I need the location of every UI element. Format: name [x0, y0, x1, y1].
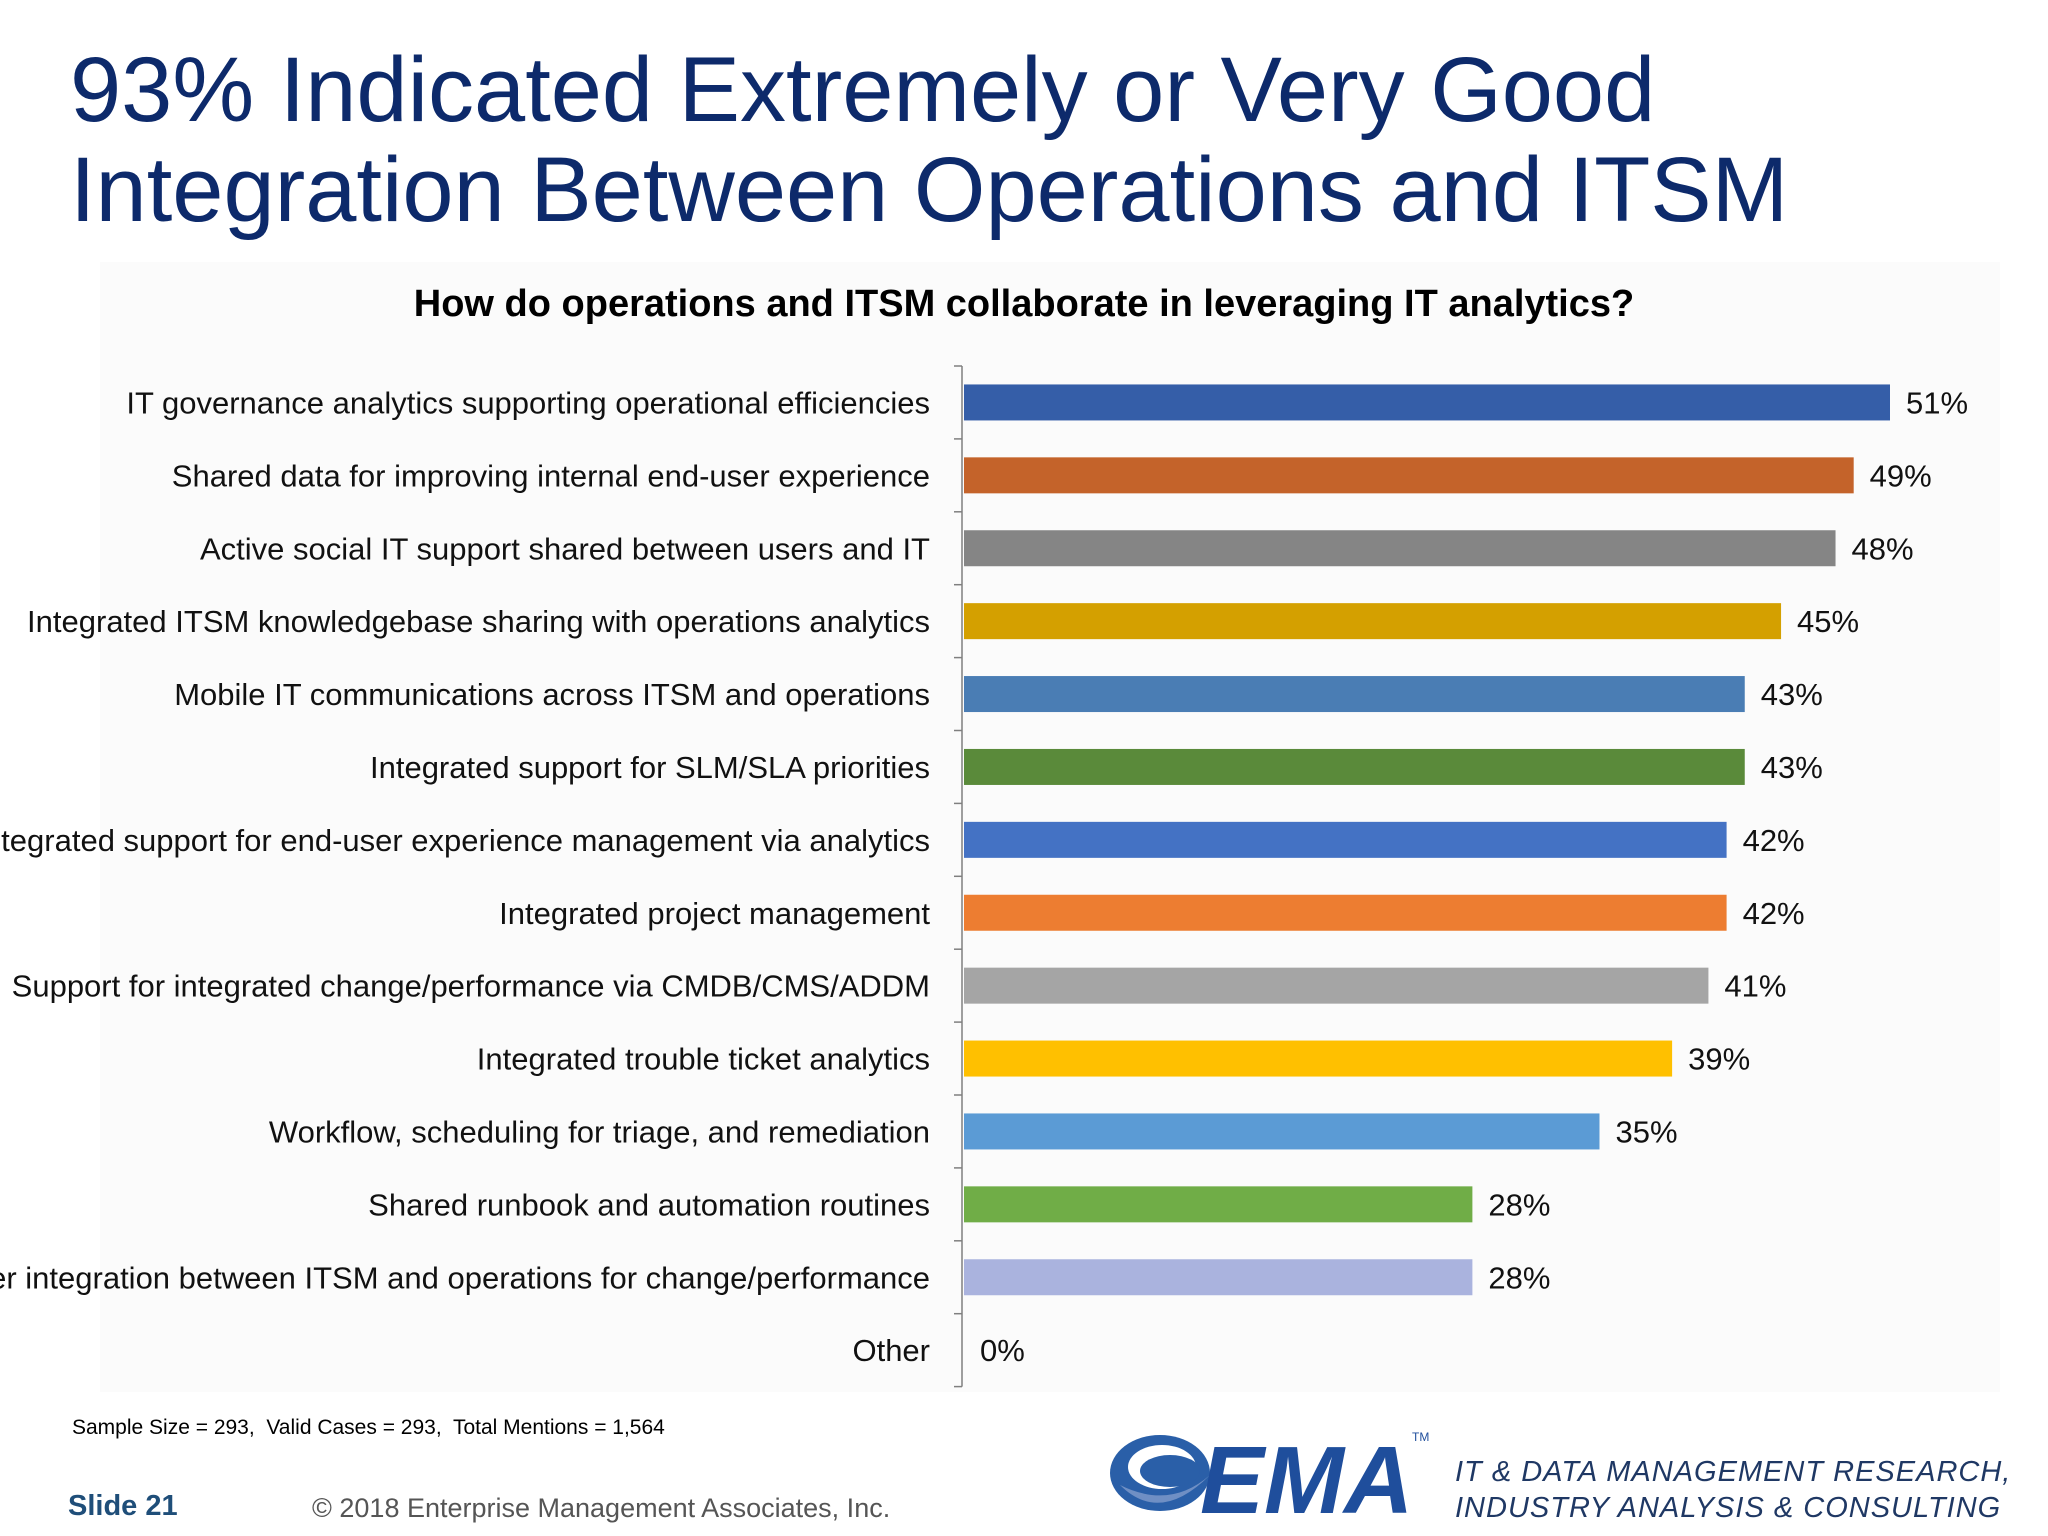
- value-label: 39%: [1688, 1042, 1750, 1077]
- svg-text:TM: TM: [1412, 1430, 1429, 1444]
- value-label: 43%: [1761, 677, 1823, 712]
- category-label: Mobile IT communications across ITSM and…: [174, 677, 930, 712]
- category-label: Integrated project management: [499, 896, 930, 931]
- ema-swoosh-icon: [1110, 1435, 1210, 1511]
- category-label: Integrated support for SLM/SLA prioritie…: [370, 750, 930, 785]
- bar: [964, 457, 1854, 494]
- value-label: 0%: [980, 1333, 1025, 1368]
- bar: [964, 1259, 1473, 1296]
- value-label: 45%: [1797, 604, 1859, 639]
- sample-size-note: Sample Size = 293, Valid Cases = 293, To…: [72, 1416, 665, 1439]
- slide-number: Slide 21: [68, 1490, 178, 1522]
- tagline: IT & DATA MANAGEMENT RESEARCH, INDUSTRY …: [1455, 1454, 2011, 1526]
- tagline-line-1: IT & DATA MANAGEMENT RESEARCH,: [1455, 1456, 2012, 1488]
- value-label: 43%: [1761, 750, 1823, 785]
- bar: [964, 1186, 1473, 1223]
- value-label: 28%: [1488, 1260, 1550, 1295]
- value-label: 42%: [1743, 896, 1805, 931]
- category-label: Support for integrated change/performanc…: [12, 969, 930, 1004]
- value-label: 35%: [1615, 1114, 1677, 1149]
- category-label: Other integration between ITSM and opera…: [0, 1260, 930, 1295]
- category-label: Shared data for improving internal end-u…: [172, 458, 930, 493]
- bar: [964, 1040, 1673, 1077]
- copyright-notice: © 2018 Enterprise Management Associates,…: [312, 1493, 891, 1523]
- bar: [964, 1113, 1600, 1150]
- value-label: 51%: [1906, 385, 1968, 420]
- bar: [964, 384, 1890, 421]
- bar: [964, 821, 1727, 858]
- tagline-line-2: INDUSTRY ANALYSIS & CONSULTING: [1455, 1492, 2002, 1524]
- slide-title-line-2: Integration Between Operations and ITSM: [70, 139, 1789, 241]
- bar: [964, 894, 1727, 931]
- category-label: Other: [852, 1333, 930, 1368]
- category-label: Integrated support for end-user experien…: [0, 823, 930, 858]
- category-label: Integrated ITSM knowledgebase sharing wi…: [27, 604, 930, 639]
- bar: [964, 530, 1836, 567]
- value-label: 42%: [1743, 823, 1805, 858]
- value-label: 28%: [1488, 1187, 1550, 1222]
- bar: [964, 748, 1745, 785]
- ema-logo: EMA TM: [1110, 1427, 1429, 1530]
- category-label: Shared runbook and automation routines: [368, 1187, 930, 1222]
- category-label: Workflow, scheduling for triage, and rem…: [269, 1114, 930, 1149]
- slide-title-line-1: 93% Indicated Extremely or Very Good: [70, 39, 1656, 141]
- value-label: 48%: [1852, 531, 1914, 566]
- bar: [964, 676, 1745, 713]
- ema-logo-text: EMA: [1200, 1427, 1413, 1530]
- value-label: 49%: [1870, 458, 1932, 493]
- value-label: 41%: [1724, 969, 1786, 1004]
- category-label: Active social IT support shared between …: [200, 531, 930, 566]
- chart-title: How do operations and ITSM collaborate i…: [413, 283, 1635, 325]
- bar: [964, 603, 1782, 640]
- category-label: IT governance analytics supporting opera…: [126, 385, 930, 420]
- slide-title: 93% Indicated Extremely or Very Good Int…: [70, 40, 1970, 240]
- category-label: Integrated trouble ticket analytics: [477, 1042, 930, 1077]
- bar: [964, 967, 1709, 1004]
